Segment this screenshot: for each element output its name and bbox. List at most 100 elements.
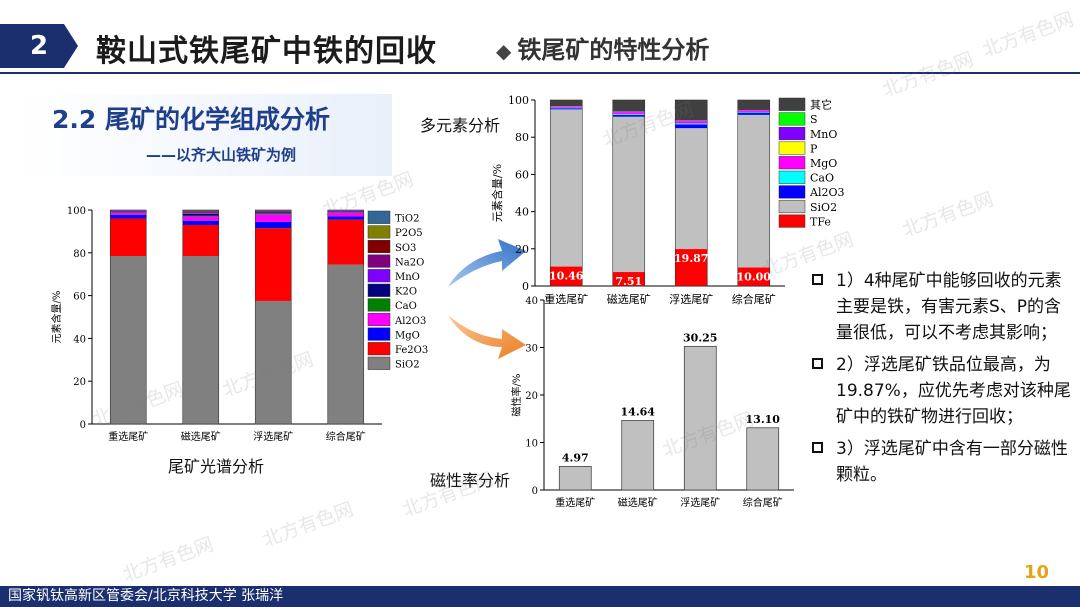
legend-label: Al2O3 <box>394 316 426 327</box>
x-tick-label: 综合尾矿 <box>326 430 366 443</box>
section-subtitle: ——以齐大山铁矿为例 <box>146 146 297 164</box>
data-label: 13.10 <box>746 413 781 426</box>
data-label: 10.00 <box>737 270 772 283</box>
y-tick-label: 0 <box>532 486 538 497</box>
legend-swatch <box>778 214 806 228</box>
bar-segment <box>182 224 219 257</box>
x-tick-label: 磁选尾矿 <box>607 293 651 306</box>
y-tick-label: 40 <box>515 206 529 219</box>
y-tick-label: 100 <box>508 94 529 107</box>
bar-segment <box>550 109 583 267</box>
bar-segment <box>550 106 583 108</box>
diamond-icon: ◆ <box>496 39 512 63</box>
bar-segment <box>675 121 708 124</box>
bar-segment <box>327 211 364 213</box>
bar-outline <box>737 99 771 287</box>
legend-label: MgO <box>810 157 837 170</box>
y-axis-label: 元素含量/% <box>50 291 63 344</box>
bar-segment <box>737 112 770 115</box>
bar-segment <box>327 212 364 217</box>
bar-segment <box>110 214 147 219</box>
spectrum-chart-label: 尾矿光谱分析 <box>168 457 265 476</box>
bar-segment <box>550 107 583 109</box>
finding-item: 3）浮选尾矿中含有一部分磁性颗粒。 <box>810 436 1072 488</box>
bar-segment <box>612 116 645 273</box>
legend-swatch <box>778 97 806 111</box>
y-tick-label: 30 <box>525 344 538 355</box>
bar-segment <box>182 220 219 225</box>
bar-segment <box>255 221 292 229</box>
bar-segment <box>182 213 219 214</box>
y-tick-label: 40 <box>73 334 86 345</box>
y-tick-label: 20 <box>525 391 538 402</box>
bar-outline <box>109 209 147 425</box>
legend-label: SiO2 <box>395 360 420 371</box>
bar-segment <box>182 211 219 213</box>
legend-label: S <box>810 113 818 126</box>
finding-text: 1）4种尾矿中能够回收的元素主要是铁，有害元素S、P的含量很低，可以不考虑其影响… <box>836 271 1062 343</box>
bar-segment <box>737 114 770 268</box>
bar-segment <box>327 219 364 265</box>
bar-segment <box>110 211 147 212</box>
bar-segment <box>327 211 364 212</box>
x-tick-label: 综合尾矿 <box>732 292 776 306</box>
bar-segment <box>255 211 292 213</box>
legend-label: CaO <box>395 301 417 312</box>
bar-segment <box>182 213 219 216</box>
arrow-down-icon <box>448 315 526 359</box>
bar-outline <box>612 99 646 287</box>
y-tick-label: 20 <box>515 243 529 256</box>
data-label: 19.87 <box>674 252 708 265</box>
legend-swatch <box>367 283 391 297</box>
y-tick-label: 80 <box>73 249 86 260</box>
bar-segment <box>675 123 708 125</box>
x-tick-label: 磁选尾矿 <box>618 496 658 509</box>
bar-outline <box>254 209 292 425</box>
spectrum-chart: 0 20 40 60 80 100 元素含量/% 重选尾矿 磁选尾矿 浮选尾矿 综合尾矿 TiO2 P2… <box>50 206 428 443</box>
x-tick-label: 磁选尾矿 <box>181 430 221 443</box>
bar-segment <box>110 212 147 215</box>
bar-segment <box>255 228 292 301</box>
legend-label: MgO <box>395 330 420 341</box>
legend-label: MnO <box>810 128 837 141</box>
x-tick-label: 重选尾矿 <box>555 496 595 509</box>
legend-label: K2O <box>395 287 417 298</box>
legend-label: Al2O3 <box>809 186 844 199</box>
bar-segment <box>550 266 583 286</box>
y-axis-label: 元素含量/% <box>490 164 504 222</box>
watermark: 北方有色网 <box>119 533 217 587</box>
bar-segment <box>675 128 708 250</box>
bar-segment <box>182 215 219 217</box>
legend-swatch <box>778 199 806 214</box>
bar-outline <box>549 99 583 287</box>
footer-org: 国家钒钛高新区管委会/北京科技大学 张瑞洋 <box>8 588 284 604</box>
multi-element-chart-label: 多元素分析 <box>420 116 501 135</box>
y-tick-label: 0 <box>522 280 529 293</box>
bar-segment <box>182 210 219 212</box>
section-title: 2.2 尾矿的化学组成分析 <box>52 105 330 134</box>
finding-item: 2）浮选尾矿铁品位最高，为19.87%，应优先考虑对该种尾矿中的铁矿物进行回收； <box>810 352 1072 430</box>
legend-label: P2O5 <box>395 228 423 239</box>
legend-swatch <box>367 210 391 224</box>
legend-swatch <box>778 126 806 141</box>
y-tick-label: 0 <box>80 420 86 431</box>
bar-segment <box>675 120 708 121</box>
legend-label: Na2O <box>395 257 424 268</box>
y-axis-label: 磁性率/% <box>510 374 523 417</box>
finding-text: 3）浮选尾矿中含有一部分磁性颗粒。 <box>836 439 1068 485</box>
legend-swatch <box>778 141 806 155</box>
bar-segment <box>737 100 770 111</box>
y-tick-label: 20 <box>73 377 86 388</box>
bar-segment <box>675 100 708 121</box>
legend-swatch <box>367 312 391 327</box>
bar <box>621 420 655 491</box>
legend-label: TFe <box>810 215 831 228</box>
legend-label: 其它 <box>810 98 832 112</box>
legend-label: SO3 <box>395 243 416 254</box>
legend-swatch <box>367 269 391 283</box>
legend-label: CaO <box>810 172 834 185</box>
findings-list: 1）4种尾矿中能够回收的元素主要是铁，有害元素S、P的含量很低，可以不考虑其影响… <box>810 268 1072 494</box>
legend-swatch <box>367 342 391 356</box>
bar-segment <box>255 300 292 424</box>
data-label: 7.51 <box>615 275 642 288</box>
